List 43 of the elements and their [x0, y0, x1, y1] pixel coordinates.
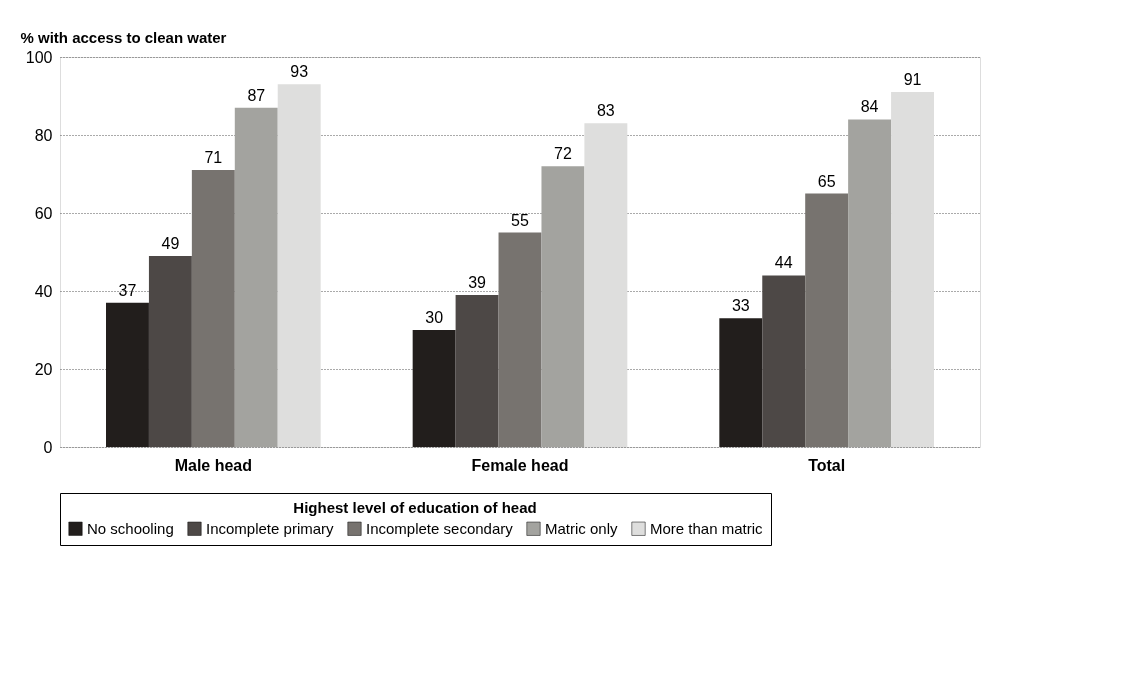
- data-label: 93: [290, 63, 309, 81]
- bar: [541, 166, 585, 447]
- data-label: 87: [247, 86, 266, 104]
- bar: [805, 193, 849, 447]
- y-tick-label: 80: [34, 126, 53, 144]
- data-label: 44: [774, 254, 793, 272]
- legend-label: Incomplete primary: [206, 519, 335, 537]
- y-tick-label: 60: [34, 204, 53, 222]
- data-label: 33: [731, 297, 750, 315]
- bar: [848, 119, 892, 447]
- data-label: 91: [903, 71, 922, 89]
- data-label: 84: [860, 98, 879, 116]
- data-label: 49: [161, 234, 180, 252]
- bar: [106, 302, 149, 447]
- bar: [498, 232, 542, 447]
- data-label: 30: [425, 309, 444, 326]
- bar: [234, 107, 278, 447]
- legend-label: Incomplete secondary: [366, 519, 514, 537]
- data-label: 55: [511, 211, 529, 229]
- data-label: 71: [204, 149, 223, 167]
- legend-title: Highest level of education of head: [293, 499, 537, 516]
- y-tick-label: 100: [25, 48, 53, 66]
- x-tick-label: Female head: [471, 456, 569, 474]
- bar: [412, 330, 456, 447]
- data-label: 37: [118, 281, 137, 299]
- bar: [455, 294, 499, 447]
- legend-label: No schooling: [87, 519, 174, 537]
- data-label: 83: [596, 102, 615, 120]
- legend-label: Matric only: [545, 519, 619, 537]
- data-label: 39: [468, 273, 487, 291]
- x-tick-label: Male head: [174, 456, 253, 474]
- bar: [719, 318, 763, 447]
- data-label: 65: [817, 172, 836, 190]
- bar: [191, 170, 235, 447]
- bar: [148, 255, 192, 447]
- y-axis-title: % with access to clean water: [20, 28, 227, 46]
- y-tick-label: 40: [34, 282, 53, 300]
- x-tick-label: Total: [808, 456, 846, 474]
- legend-label: More than matric: [650, 519, 764, 537]
- data-label: 72: [554, 145, 572, 163]
- bar: [762, 275, 806, 447]
- y-tick-label: 0: [43, 438, 53, 456]
- y-tick-label: 20: [34, 360, 53, 378]
